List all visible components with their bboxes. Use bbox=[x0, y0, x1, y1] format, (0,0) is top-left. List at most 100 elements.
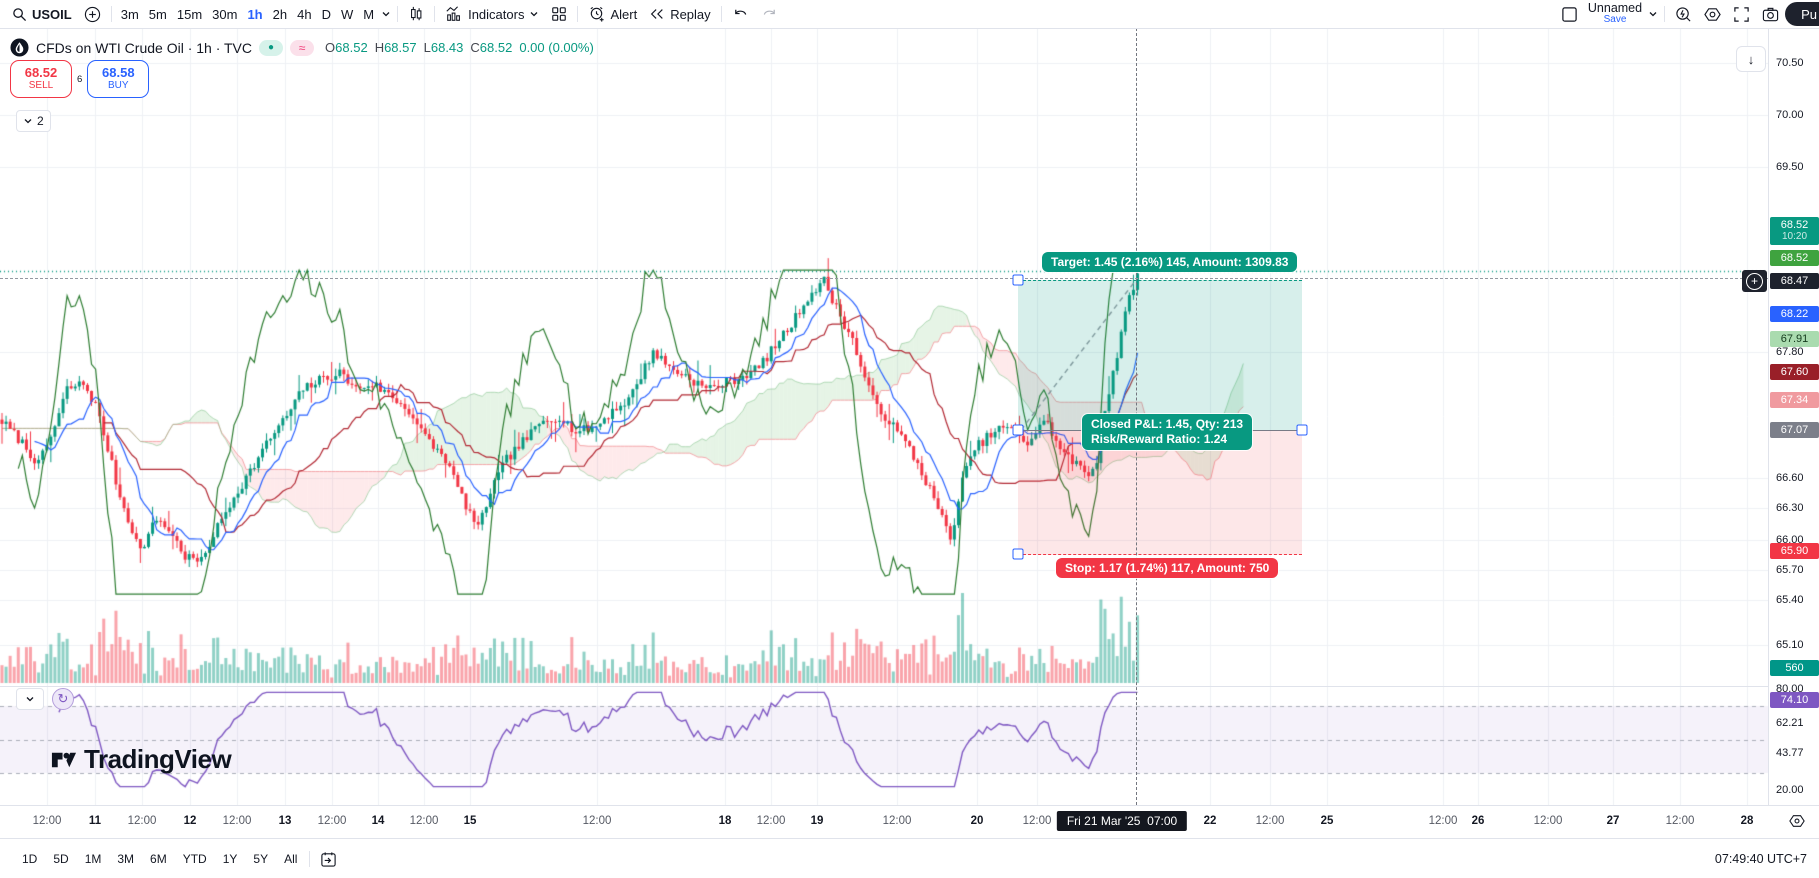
separator bbox=[434, 6, 436, 22]
interval-2h[interactable]: 2h bbox=[272, 6, 288, 22]
layout-menu-chevron[interactable] bbox=[1646, 2, 1660, 26]
settings-gear-button[interactable] bbox=[1698, 2, 1727, 26]
pane-separator[interactable] bbox=[0, 686, 1768, 687]
interval-5m[interactable]: 5m bbox=[148, 6, 167, 22]
oscillator-collapse-button[interactable] bbox=[16, 688, 44, 710]
price-tick: 66.60 bbox=[1776, 472, 1804, 484]
layout-select-button[interactable] bbox=[1555, 2, 1584, 26]
time-tick-day: 20 bbox=[970, 815, 984, 827]
separator bbox=[397, 6, 399, 22]
symbol-title[interactable]: CFDs on WTI Crude Oil · 1h · TVC bbox=[36, 39, 253, 56]
interval-1h[interactable]: 1h bbox=[247, 6, 263, 22]
price-badge: 560 bbox=[1770, 660, 1819, 676]
redo-button[interactable] bbox=[755, 2, 784, 26]
time-tick-hour: 12:00 bbox=[1022, 815, 1052, 827]
compare-add-symbol-button[interactable] bbox=[78, 2, 107, 26]
time-tick-day: 28 bbox=[1740, 815, 1754, 827]
oscillator-indicator-icon[interactable]: ↻ bbox=[52, 688, 74, 710]
approx-data-badge[interactable]: ≈ bbox=[290, 39, 315, 56]
target-label[interactable]: Target: 1.45 (2.16%) 145, Amount: 1309.8… bbox=[1042, 252, 1298, 272]
time-tick-hour: 12:00 bbox=[756, 815, 786, 827]
symbol-search-button[interactable]: USOIL bbox=[6, 2, 78, 26]
position-profit-zone[interactable] bbox=[1018, 280, 1302, 431]
separator bbox=[577, 6, 579, 22]
interval-D[interactable]: D bbox=[321, 6, 331, 22]
ohlc-value: 68.52 bbox=[479, 40, 513, 55]
scroll-to-price-button[interactable]: ↓ bbox=[1736, 46, 1766, 72]
pnl-label[interactable]: Closed P&L: 1.45, Qty: 213 Risk/Reward R… bbox=[1082, 414, 1253, 450]
tradingview-logo bbox=[50, 746, 77, 773]
quick-search-button[interactable] bbox=[1669, 2, 1698, 26]
price-badge: 67.91 bbox=[1770, 331, 1819, 347]
fullscreen-button[interactable] bbox=[1727, 2, 1756, 26]
tradingview-watermark[interactable]: TradingView bbox=[50, 744, 232, 775]
price-badge: 65.90 bbox=[1770, 543, 1819, 559]
date-range-group: 1D 5D 1M 3M 6M YTD 1Y 5Y All bbox=[14, 849, 305, 869]
range-1d[interactable]: 1D bbox=[22, 852, 38, 866]
indicators-button[interactable]: Indicators bbox=[439, 2, 545, 26]
time-tick-day: 15 bbox=[463, 815, 477, 827]
range-all[interactable]: All bbox=[284, 852, 298, 866]
time-tick-hour: 12:00 bbox=[222, 815, 252, 827]
price-tick: 65.10 bbox=[1776, 639, 1804, 651]
replay-button[interactable]: Replay bbox=[643, 2, 716, 26]
snapshot-camera-button[interactable] bbox=[1756, 2, 1785, 26]
price-tick: 70.50 bbox=[1776, 57, 1804, 69]
range-1m[interactable]: 1M bbox=[84, 852, 102, 866]
publish-button[interactable]: Pu bbox=[1785, 2, 1819, 26]
price-badge: 68.22 bbox=[1770, 306, 1819, 322]
range-ytd[interactable]: YTD bbox=[182, 852, 207, 866]
entry-left-handle[interactable] bbox=[1012, 424, 1024, 436]
chart-canvas[interactable] bbox=[0, 28, 1768, 805]
range-5d[interactable]: 5D bbox=[53, 852, 69, 866]
stop-label[interactable]: Stop: 1.17 (1.74%) 117, Amount: 750 bbox=[1056, 558, 1279, 578]
legend-collapse-button[interactable]: 2 bbox=[16, 110, 51, 132]
search-icon bbox=[12, 7, 27, 22]
go-to-date-button[interactable] bbox=[314, 847, 343, 871]
add-alert-plus-button[interactable]: + bbox=[1746, 272, 1763, 290]
market-status-dot-badge[interactable]: ● bbox=[259, 39, 284, 56]
chart-style-button[interactable] bbox=[402, 2, 430, 26]
stop-handle[interactable] bbox=[1012, 548, 1024, 560]
ohlc-value: 68.43 bbox=[430, 40, 464, 55]
price-badge: 67.34 bbox=[1770, 392, 1819, 408]
sell-button[interactable]: 68.52 SELL bbox=[10, 60, 72, 98]
position-loss-zone[interactable] bbox=[1018, 430, 1302, 555]
price-axis[interactable]: 70.50 70.00 69.50 67.80 66.60 66.30 66.00 65.70… bbox=[1768, 28, 1819, 805]
time-tick-hour: 12:00 bbox=[1428, 815, 1458, 827]
target-handle[interactable] bbox=[1012, 274, 1024, 286]
ohlc-H: H68.57 bbox=[375, 40, 417, 55]
interval-M[interactable]: M bbox=[363, 6, 375, 22]
undo-button[interactable] bbox=[726, 2, 755, 26]
time-axis-settings-gear-icon[interactable] bbox=[1789, 813, 1805, 829]
interval-30m[interactable]: 30m bbox=[212, 6, 238, 22]
layout-save-button[interactable]: Unnamed Save bbox=[1584, 2, 1646, 25]
crosshair-horizontal-line bbox=[0, 278, 1768, 279]
price-tick: 65.40 bbox=[1776, 594, 1804, 606]
sell-price: 68.52 bbox=[24, 65, 58, 80]
range-5y[interactable]: 5Y bbox=[253, 852, 269, 866]
time-tick-day: 18 bbox=[718, 815, 732, 827]
interval-W[interactable]: W bbox=[340, 6, 354, 22]
range-3m[interactable]: 3M bbox=[117, 852, 135, 866]
price-badge: 68.52 bbox=[1770, 250, 1819, 266]
pnl-line2: Risk/Reward Ratio: 1.24 bbox=[1091, 432, 1228, 446]
watermark-text: TradingView bbox=[84, 744, 232, 774]
indicator-templates-button[interactable] bbox=[545, 2, 573, 26]
buy-price: 68.58 bbox=[102, 65, 135, 80]
range-1y[interactable]: 1Y bbox=[222, 852, 238, 866]
separator bbox=[110, 6, 112, 22]
time-axis[interactable]: Fri 21 Mar '25 07:00 12:00 11 12:00 12 12:00… bbox=[0, 805, 1819, 839]
session-clock[interactable]: 07:49:40 UTC+7 bbox=[1714, 852, 1807, 866]
interval-menu-chevron[interactable] bbox=[379, 2, 393, 26]
interval-15m[interactable]: 15m bbox=[176, 6, 203, 22]
symbol-name: USOIL bbox=[32, 6, 72, 22]
buy-button[interactable]: 68.58 BUY bbox=[87, 60, 150, 98]
price-tick: 67.80 bbox=[1776, 346, 1804, 358]
range-6m[interactable]: 6M bbox=[150, 852, 167, 866]
replay-icon bbox=[649, 6, 665, 22]
entry-right-handle[interactable] bbox=[1296, 424, 1308, 436]
interval-4h[interactable]: 4h bbox=[297, 6, 312, 22]
alert-button[interactable]: Alert bbox=[582, 2, 643, 26]
interval-3m[interactable]: 3m bbox=[120, 6, 139, 22]
